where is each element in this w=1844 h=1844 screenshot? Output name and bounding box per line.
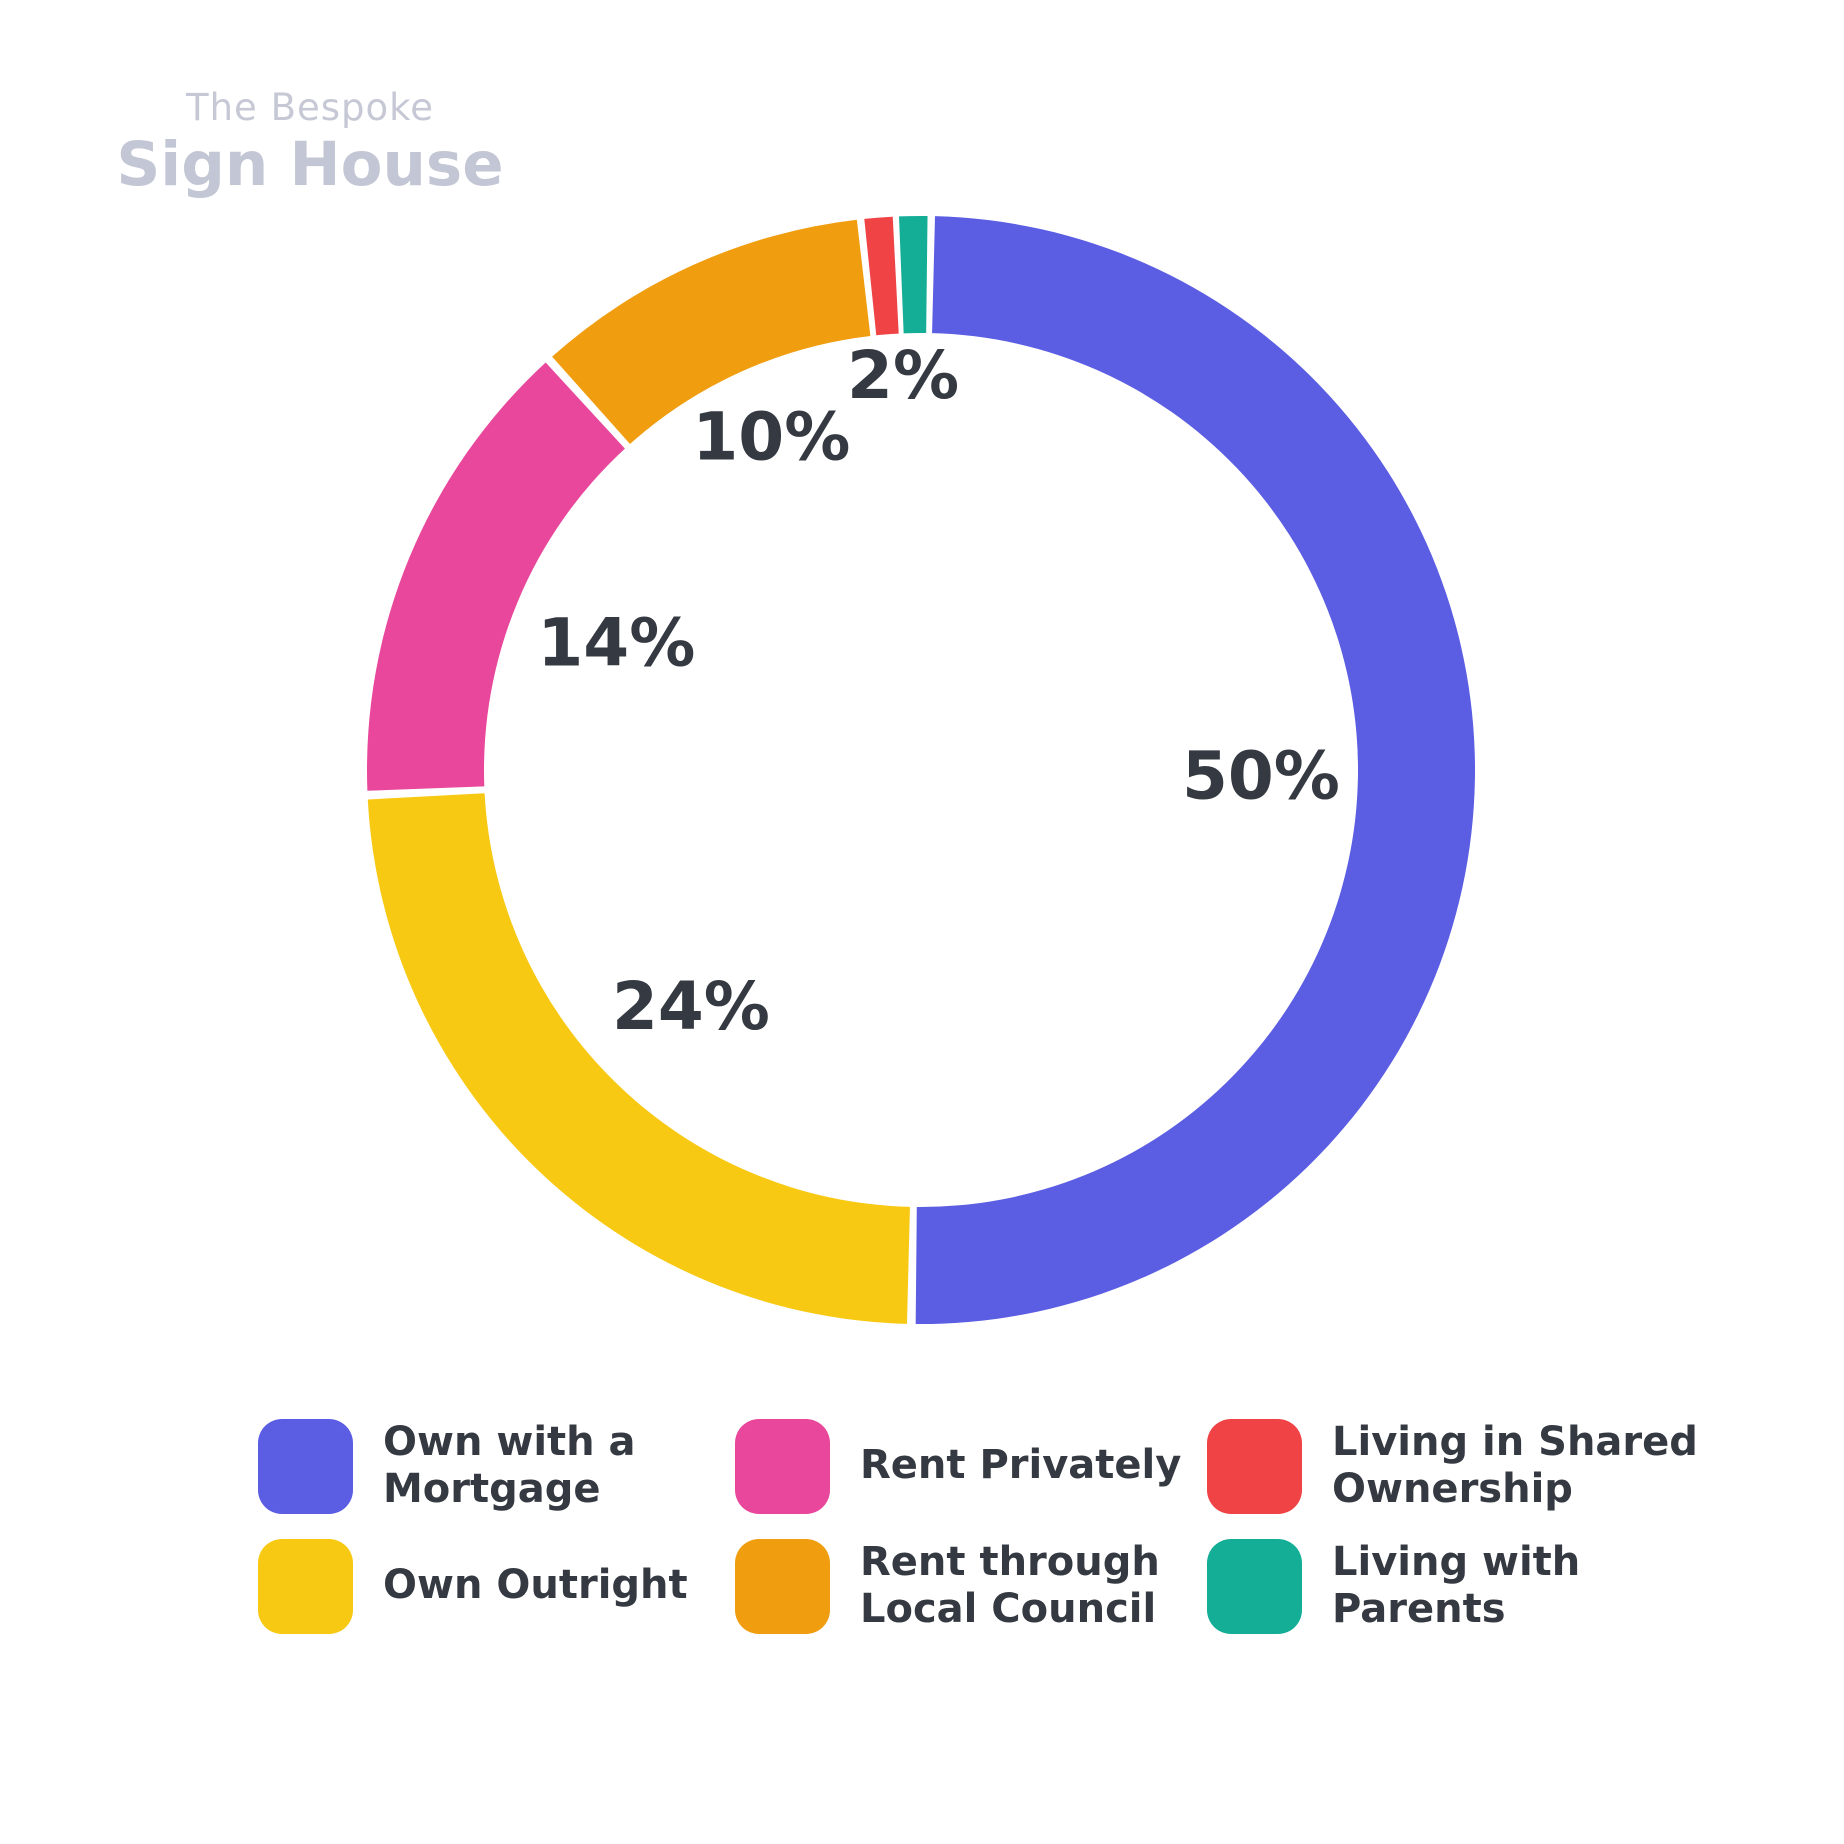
legend-swatch-own-outright bbox=[258, 1538, 353, 1634]
legend-swatch-rent-privately bbox=[735, 1418, 830, 1514]
legend-label-living-with-parents: Living with Parents bbox=[1332, 1538, 1581, 1632]
legend-item-living-with-parents: Living with Parents bbox=[1207, 1538, 1698, 1634]
legend-swatch-rent-through-local-council bbox=[735, 1538, 830, 1634]
slice-living-in-shared-ownership bbox=[864, 216, 899, 336]
legend-swatch-own-with-a-mortgage bbox=[258, 1418, 353, 1514]
legend-label-own-outright: Own Outright bbox=[383, 1562, 688, 1609]
pct-label-rent-privately: 14% bbox=[537, 605, 695, 682]
legend-item-own-with-a-mortgage: Own with a Mortgage bbox=[258, 1418, 688, 1514]
slice-own-outright bbox=[367, 793, 910, 1324]
brand-name-top: The Bespoke bbox=[186, 86, 434, 129]
legend-item-living-in-shared-ownership: Living in Shared Ownership bbox=[1207, 1418, 1698, 1514]
legend-label-own-with-a-mortgage: Own with a Mortgage bbox=[383, 1418, 636, 1512]
slice-rent-through-local-council bbox=[552, 219, 871, 444]
pct-label-own-outright: 24% bbox=[612, 968, 770, 1045]
legend-label-rent-privately: Rent Privately bbox=[860, 1442, 1182, 1489]
brand-logo: The Bespoke Sign House bbox=[110, 86, 510, 200]
pct-label-own-with-a-mortgage: 50% bbox=[1182, 737, 1340, 814]
legend-item-own-outright: Own Outright bbox=[258, 1538, 688, 1634]
legend-item-rent-through-local-council: Rent through Local Council bbox=[735, 1538, 1181, 1634]
legend-column-2: Rent Privately Rent through Local Council bbox=[735, 1418, 1181, 1634]
slice-rent-privately bbox=[367, 362, 625, 791]
slice-own-with-a-mortgage bbox=[915, 216, 1475, 1325]
legend-column-3: Living in Shared Ownership Living with Pa… bbox=[1207, 1418, 1698, 1634]
pct-label-rent-through-local-council: 10% bbox=[692, 399, 850, 476]
legend-column-1: Own with a Mortgage Own Outright bbox=[258, 1418, 688, 1634]
pct-label-combined-small-slices: 2% bbox=[847, 337, 959, 414]
legend-swatch-living-with-parents bbox=[1207, 1538, 1302, 1634]
slice-living-with-parents bbox=[898, 216, 928, 334]
legend-swatch-living-in-shared-ownership bbox=[1207, 1418, 1302, 1514]
legend-label-living-in-shared-ownership: Living in Shared Ownership bbox=[1332, 1418, 1698, 1512]
brand-name-bottom: Sign House bbox=[116, 128, 504, 200]
legend-label-rent-through-local-council: Rent through Local Council bbox=[860, 1538, 1160, 1632]
legend-item-rent-privately: Rent Privately bbox=[735, 1418, 1181, 1514]
